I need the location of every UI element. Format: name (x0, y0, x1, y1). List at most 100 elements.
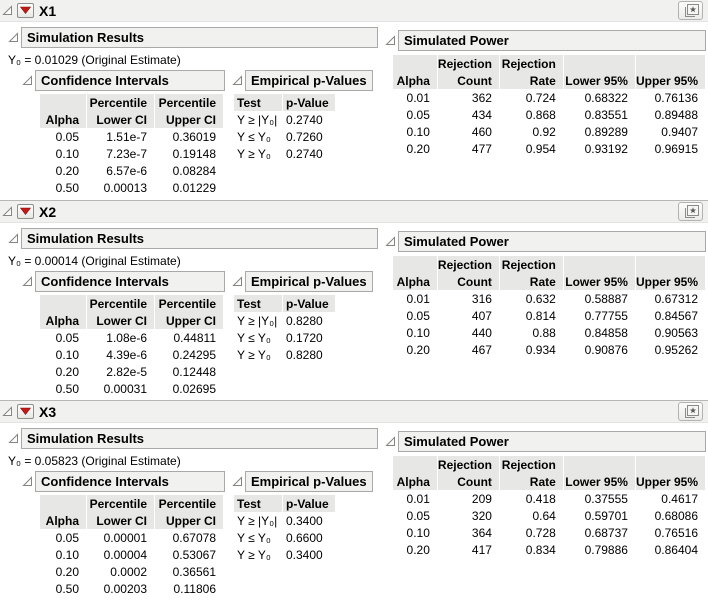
disclosure-triangle-icon[interactable] (2, 406, 13, 417)
disclosure-triangle-icon[interactable] (385, 35, 396, 46)
table-row: 0.01 209 0.418 0.37555 0.4617 (393, 490, 705, 507)
table-cell: 0.05 (55, 129, 79, 144)
caption-box-icon (684, 4, 699, 17)
column-header: Rejection (499, 456, 563, 473)
table-row: 0.20 0.0002 0.36561 (40, 563, 223, 580)
table-cell: 0.8280 (286, 347, 323, 362)
table-cell: 2.82e-5 (106, 364, 147, 379)
table-cell: 0.24295 (172, 347, 216, 362)
empirical-p-values-group: Empirical p-Values Test p-Value Y ≥ |Y₀|… (232, 271, 373, 363)
table-cell: 364 (471, 525, 492, 540)
outline-title-bar: X1 (0, 0, 708, 22)
table-row: 0.10 460 0.92 0.89289 0.9407 (393, 123, 705, 140)
table-cell: 0.93192 (584, 141, 628, 156)
column-header (40, 94, 86, 111)
caption-box-button[interactable] (678, 202, 703, 221)
table-cell: 0.96915 (654, 141, 698, 156)
caption-box-icon (684, 205, 699, 218)
column-header: Test (234, 94, 282, 111)
table-cell: 0.86404 (654, 542, 698, 557)
table-row: 0.20 417 0.834 0.79886 0.86404 (393, 541, 705, 558)
simulated-power-table: Rejection Rejection Alpha Count Rate Low… (392, 456, 706, 558)
outline-title-empirical-p-values[interactable]: Empirical p-Values (245, 70, 373, 91)
column-header: Rate (499, 473, 563, 490)
disclosure-triangle-icon[interactable] (8, 32, 19, 43)
outline-title-simulated-power[interactable]: Simulated Power (398, 30, 706, 51)
outline-title-empirical-p-values[interactable]: Empirical p-Values (245, 271, 373, 292)
table-row: 0.20 6.57e-6 0.08284 (40, 162, 223, 179)
column-header: Upper CI (155, 111, 223, 128)
table-cell: Y ≥ |Y₀| (237, 313, 278, 328)
red-triangle-menu-button[interactable] (17, 3, 34, 18)
table-cell: 0.01 (406, 291, 430, 306)
red-triangle-menu-button[interactable] (17, 204, 34, 219)
table-row: 0.20 467 0.934 0.90876 0.95262 (393, 341, 705, 358)
caption-box-button[interactable] (678, 402, 703, 421)
column-header: Upper 95% (635, 273, 705, 290)
outline-title-confidence-intervals[interactable]: Confidence Intervals (35, 271, 225, 292)
outline-title-confidence-intervals[interactable]: Confidence Intervals (35, 70, 225, 91)
simulation-results-panel: Simulation Results Y₀ = 0.00014 (Origina… (8, 228, 380, 397)
confidence-intervals-group: Confidence Intervals Percentile Percenti… (22, 70, 225, 196)
disclosure-triangle-icon[interactable] (8, 233, 19, 244)
caption-box-button[interactable] (678, 1, 703, 20)
table-cell: 0.89289 (584, 124, 628, 139)
table-cell: 0.00031 (103, 381, 147, 396)
disclosure-triangle-icon[interactable] (22, 476, 33, 487)
table-cell: 0.77755 (584, 308, 628, 323)
outline-title-simulation-results[interactable]: Simulation Results (21, 428, 378, 449)
red-triangle-menu-button[interactable] (17, 404, 34, 419)
table-cell: 0.05 (55, 330, 79, 345)
outline-title-simulation-results[interactable]: Simulation Results (21, 27, 378, 48)
column-header: Count (437, 273, 499, 290)
disclosure-triangle-icon[interactable] (232, 276, 243, 287)
red-triangle-icon (20, 207, 31, 215)
outline-title-simulated-power[interactable]: Simulated Power (398, 431, 706, 452)
column-header: Upper 95% (635, 72, 705, 89)
table-cell: 0.68086 (654, 508, 698, 523)
disclosure-triangle-icon[interactable] (22, 75, 33, 86)
table-cell: 0.12448 (172, 364, 216, 379)
column-header: p-Value (283, 495, 335, 512)
table-cell: 0.92 (532, 124, 556, 139)
column-header: Rate (499, 72, 563, 89)
outline-title-confidence-intervals[interactable]: Confidence Intervals (35, 471, 225, 492)
confidence-intervals-table: Percentile Percentile Alpha Lower CI Upp… (39, 94, 224, 196)
table-row: 0.20 477 0.954 0.93192 0.96915 (393, 140, 705, 157)
disclosure-triangle-icon[interactable] (385, 236, 396, 247)
table-cell: 0.08284 (172, 163, 216, 178)
empirical-p-values-group: Empirical p-Values Test p-Value Y ≥ |Y₀|… (232, 471, 373, 563)
disclosure-triangle-icon[interactable] (232, 75, 243, 86)
column-header: Percentile (155, 94, 223, 111)
column-header: Upper 95% (635, 473, 705, 490)
column-header: Rejection (437, 55, 499, 72)
disclosure-triangle-icon[interactable] (232, 476, 243, 487)
table-cell: 0.10 (406, 325, 430, 340)
table-cell: 0.01 (406, 491, 430, 506)
simulated-power-table: Rejection Rejection Alpha Count Rate Low… (392, 256, 706, 358)
column-header: Alpha (393, 473, 437, 490)
column-header (635, 456, 705, 473)
empirical-p-values-group: Empirical p-Values Test p-Value Y ≥ |Y₀|… (232, 70, 373, 162)
table-cell: 0.00004 (103, 547, 147, 562)
disclosure-triangle-icon[interactable] (8, 433, 19, 444)
disclosure-triangle-icon[interactable] (22, 276, 33, 287)
outline-title-empirical-p-values[interactable]: Empirical p-Values (245, 471, 373, 492)
disclosure-triangle-icon[interactable] (2, 206, 13, 217)
column-header (563, 456, 635, 473)
outline-title-simulation-results[interactable]: Simulation Results (21, 228, 378, 249)
table-cell: 0.05 (406, 107, 430, 122)
table-row: 0.10 440 0.88 0.84858 0.90563 (393, 324, 705, 341)
table-cell: 0.68737 (584, 525, 628, 540)
column-header: Percentile (87, 94, 154, 111)
table-cell: 0.3400 (286, 547, 323, 562)
table-cell: 0.50 (55, 381, 79, 396)
table-cell: 0.724 (525, 90, 556, 105)
disclosure-triangle-icon[interactable] (385, 436, 396, 447)
outline-title-simulated-power[interactable]: Simulated Power (398, 231, 706, 252)
disclosure-triangle-icon[interactable] (2, 5, 13, 16)
table-cell: 0.20 (406, 342, 430, 357)
column-header: p-Value (283, 94, 335, 111)
table-cell: 0.834 (525, 542, 556, 557)
column-header: Upper CI (155, 312, 223, 329)
